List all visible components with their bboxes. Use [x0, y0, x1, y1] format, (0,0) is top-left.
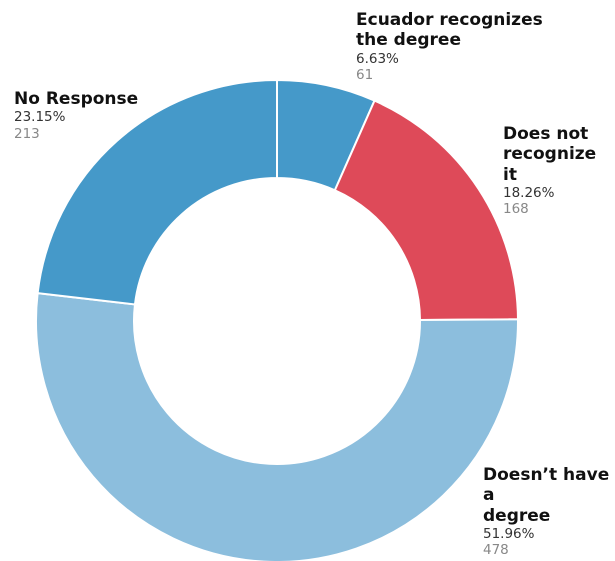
donut-slice-2 — [35, 291, 519, 561]
slice-percent: 51.96% — [483, 526, 535, 543]
donut-slice-3 — [36, 78, 278, 306]
slice-name: Does not recognize it — [503, 124, 597, 185]
slice-label-no-response: No Response 23.15% 213 — [14, 89, 204, 142]
slice-label-no-degree: Doesn’t have a degree 51.96% 478 — [483, 465, 615, 559]
donut-slice-1 — [333, 99, 520, 322]
slice-name: Ecuador recognizes the degree — [356, 10, 543, 51]
slice-percent: 23.15% — [14, 109, 66, 126]
slice-label-ecuador-recognizes: Ecuador recognizes the degree 6.63% 61 — [356, 10, 606, 83]
slice-count: 61 — [356, 66, 374, 83]
slice-count: 478 — [483, 542, 509, 559]
slice-name: Doesn’t have a degree — [483, 465, 610, 526]
slice-percent: 18.26% — [503, 185, 555, 202]
slice-name: No Response — [14, 89, 139, 109]
slice-count: 168 — [503, 201, 529, 218]
slice-percent: 6.63% — [356, 50, 399, 67]
slice-label-does-not-recognize: Does not recognize it 18.26% 168 — [503, 124, 613, 218]
donut-slices — [35, 78, 520, 561]
slice-count: 213 — [14, 125, 40, 142]
